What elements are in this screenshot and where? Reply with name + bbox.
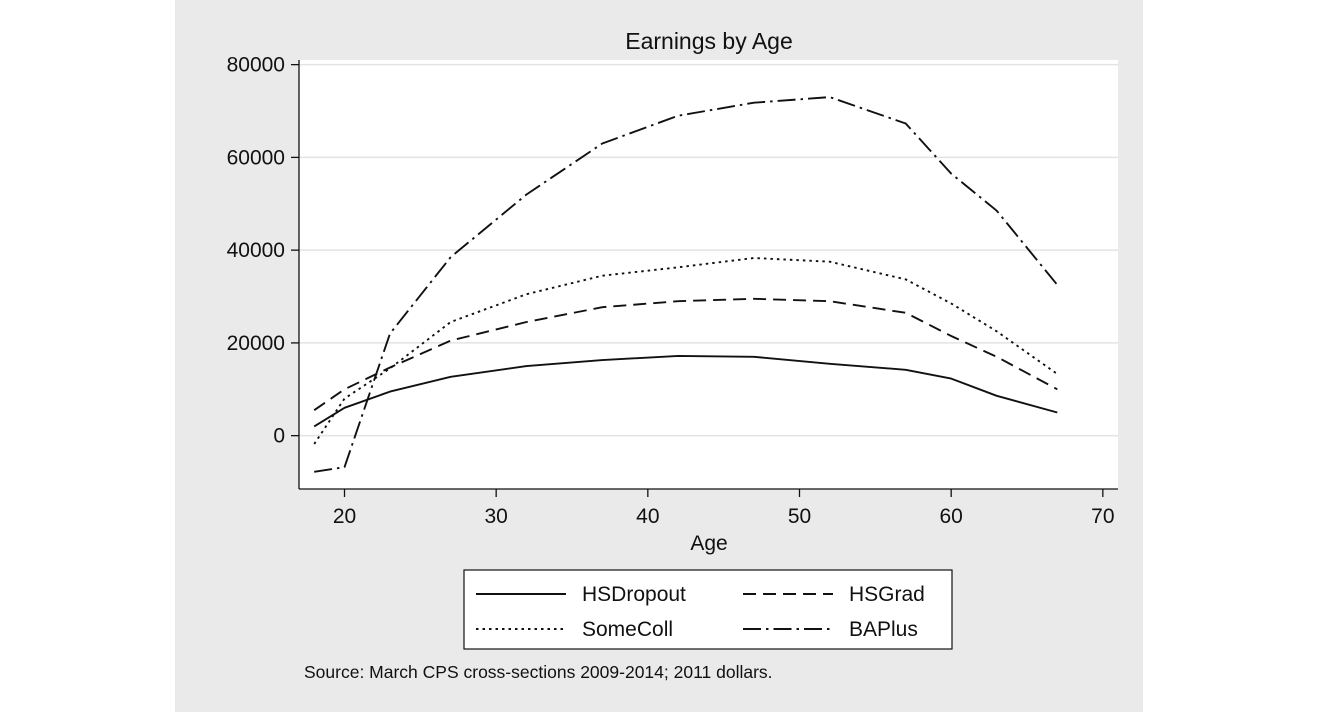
x-axis-title: Age	[690, 532, 727, 555]
chart-title: Earnings by Age	[625, 28, 793, 54]
plot-area	[299, 60, 1118, 489]
legend: HSDropout HSGrad SomeColl BAPlus	[463, 569, 953, 650]
x-tick-label: 50	[788, 505, 811, 528]
series-line-baplus	[314, 96, 1059, 473]
series-lines	[313, 96, 1059, 473]
x-tick-label: 30	[484, 505, 507, 528]
x-tick-label: 70	[1091, 505, 1114, 528]
y-tick-label: 60000	[227, 146, 285, 169]
gridlines	[299, 63, 1118, 437]
series-line-hsdropout	[313, 354, 1058, 428]
legend-label-baplus: BAPlus	[849, 618, 918, 641]
y-tick-label: 0	[273, 425, 285, 448]
x-tick-label: 20	[333, 505, 356, 528]
source-note: Source: March CPS cross-sections 2009-20…	[304, 662, 773, 682]
x-tick-label: 40	[636, 505, 659, 528]
legend-label-somecoll: SomeColl	[582, 618, 673, 641]
x-tick-label: 60	[939, 505, 962, 528]
y-tick-label: 20000	[227, 332, 285, 355]
axes	[298, 60, 1118, 490]
series-line-somecoll	[313, 257, 1058, 445]
series-line-hsgrad	[313, 297, 1058, 411]
legend-box	[463, 569, 953, 650]
legend-label-hsgrad: HSGrad	[849, 583, 925, 606]
x-ticks: 20 30 40 50 60 70	[333, 489, 1115, 528]
y-tick-label: 80000	[227, 54, 285, 77]
legend-label-hsdropout: HSDropout	[582, 583, 686, 606]
y-tick-label: 40000	[227, 239, 285, 262]
y-ticks: 0 20000 40000 60000 80000	[227, 54, 299, 448]
